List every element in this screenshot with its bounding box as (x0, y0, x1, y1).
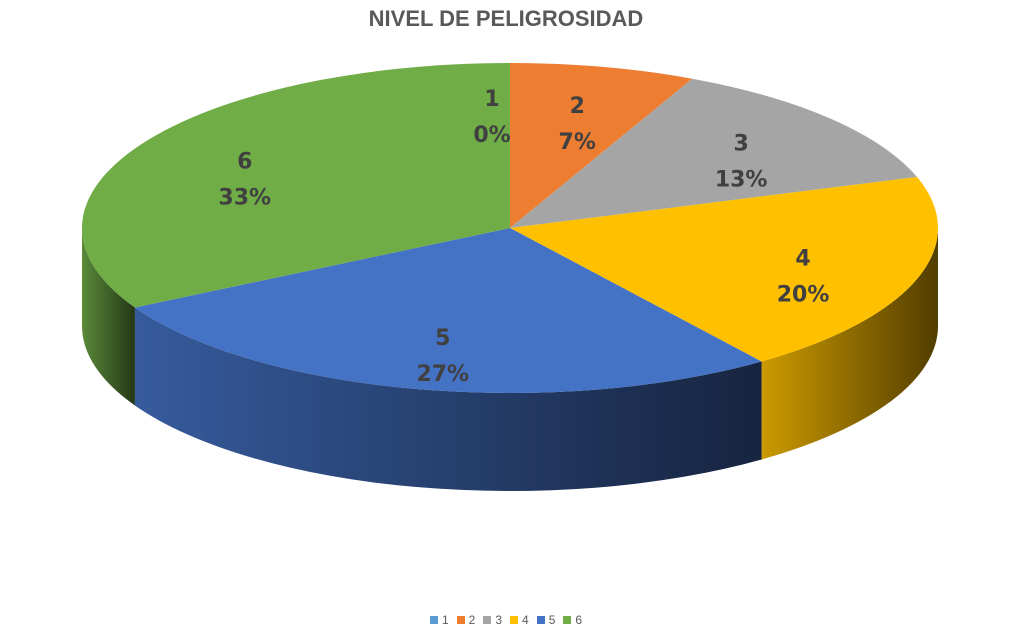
legend-label: 2 (468, 612, 476, 627)
pie-slice-6[interactable] (82, 63, 510, 308)
pie-tops (82, 63, 938, 394)
legend-label: 3 (495, 612, 502, 627)
slice-category-label: 4 (795, 247, 810, 272)
legend-item-6[interactable]: 6 (563, 612, 582, 627)
legend-swatch (483, 615, 492, 624)
slice-percent-label: 27% (416, 362, 469, 387)
slice-percent-label: 0% (473, 123, 510, 148)
pie-side-4 (761, 228, 938, 460)
pie-slice-4[interactable] (510, 177, 938, 362)
slice-category-label: 5 (435, 326, 450, 351)
legend-item-2[interactable]: 2 (456, 612, 476, 627)
pie-side-5 (134, 307, 762, 491)
pie-slice-5[interactable] (134, 228, 762, 394)
pie-sides (82, 228, 938, 491)
slice-percent-label: 33% (218, 186, 271, 211)
legend-item-5[interactable]: 5 (536, 612, 556, 627)
pie-side-6 (82, 228, 135, 406)
pie-slice-3[interactable] (510, 78, 918, 228)
slice-category-label: 2 (570, 94, 585, 119)
slice-category-label: 1 (484, 87, 499, 112)
slice-category-label: 3 (733, 131, 748, 156)
legend-label: 4 (522, 612, 529, 627)
legend-item-1[interactable]: 1 (429, 612, 449, 627)
legend-label: 1 (441, 612, 449, 627)
legend-swatch (429, 615, 438, 624)
legend-swatch (563, 615, 572, 624)
pie-labels: 10%27% 313%420%527%633% (218, 87, 829, 387)
slice-category-label: 6 (237, 150, 252, 175)
slice-percent-label: 20% (777, 283, 830, 308)
legend-swatch (456, 615, 465, 624)
chart-title: NIVEL DE PELIGROSIDAD (368, 6, 644, 31)
legend-label: 5 (548, 612, 556, 627)
pie-slice-2[interactable] (510, 63, 693, 228)
legend-label: 6 (575, 612, 583, 627)
legend-swatch (510, 615, 518, 624)
slice-percent-label: 13% (715, 167, 768, 192)
legend-item-4[interactable]: 4 (510, 612, 529, 627)
slice-percent-label: 7% (559, 130, 596, 155)
legend-swatch (536, 615, 545, 624)
legend-item-3[interactable]: 3 (483, 612, 502, 627)
legend: 1 2 3 4 5 6 (0, 612, 1012, 627)
